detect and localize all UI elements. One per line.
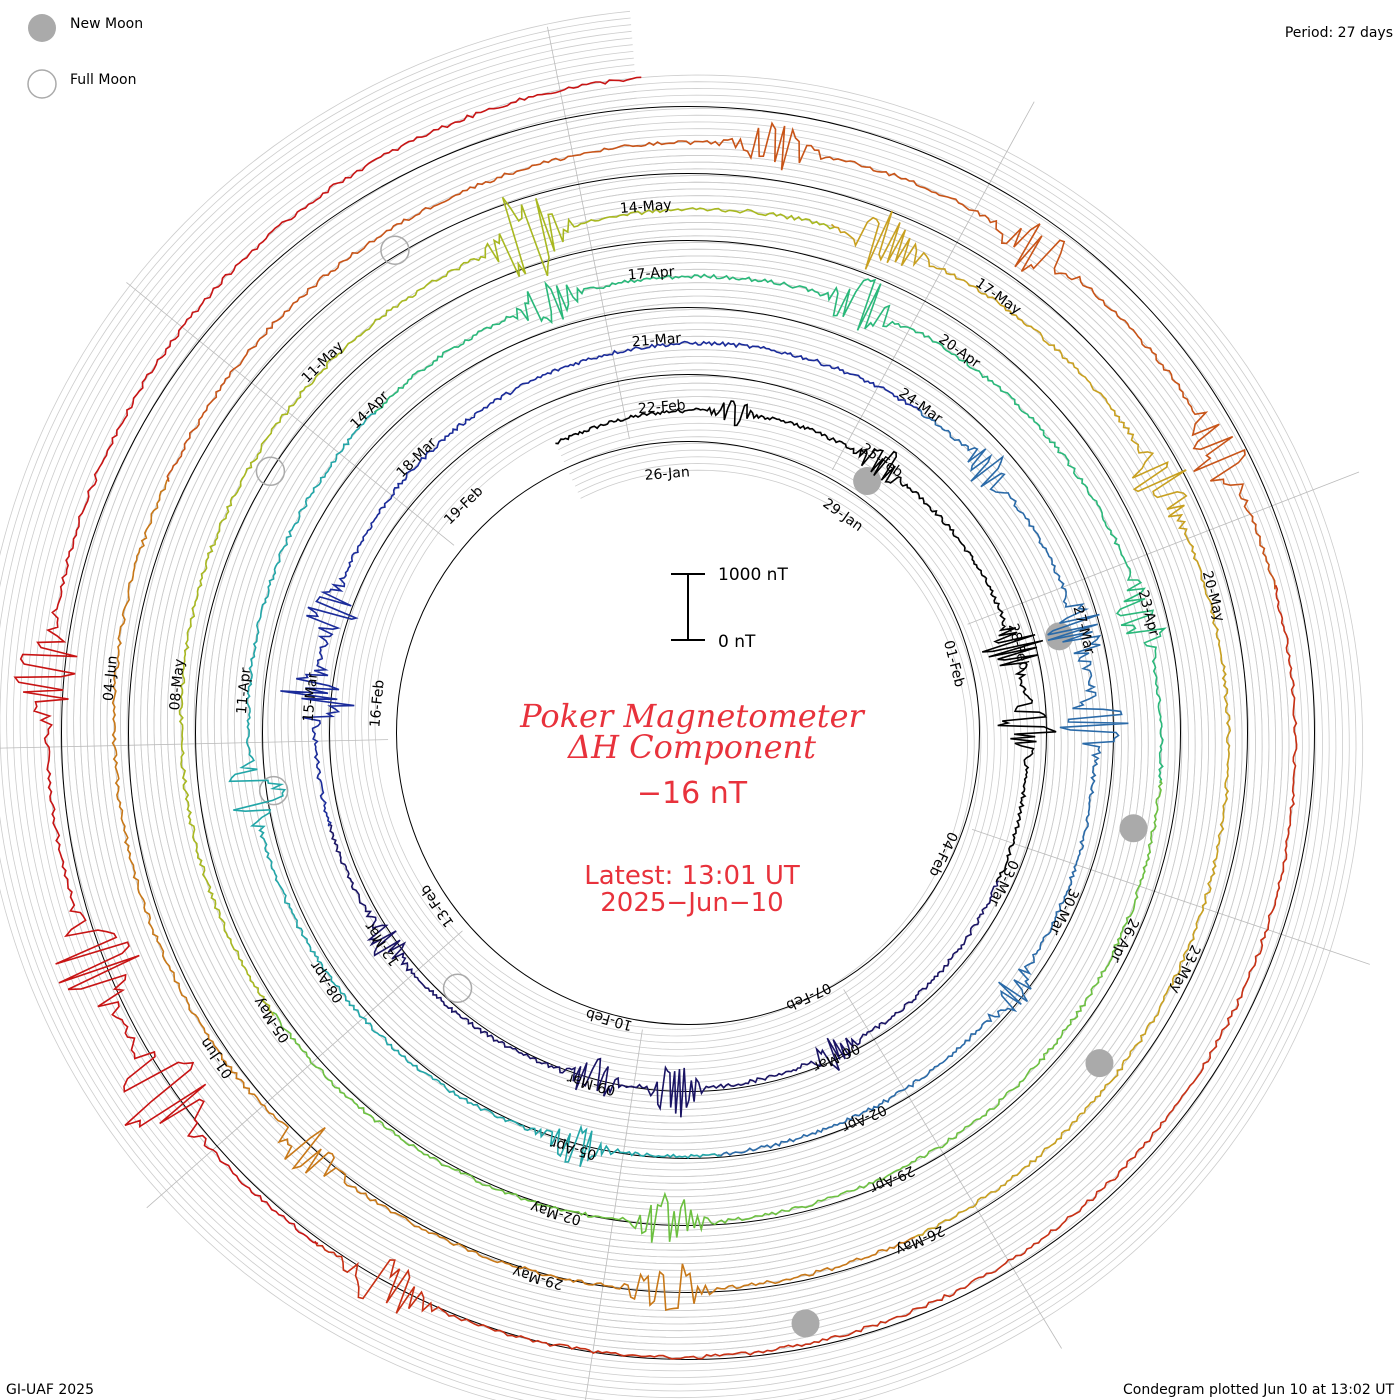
grid-spiral (12, 44, 1330, 1392)
data-series (13, 76, 1298, 1360)
date-label: 08-May (167, 658, 188, 711)
date-label: 15-Mar (301, 672, 322, 723)
day-spoke (547, 26, 630, 439)
date-label: 14-May (619, 197, 672, 217)
new-moon-marker (1085, 1049, 1114, 1078)
full-moon-marker (442, 973, 473, 1004)
date-label: 11-Apr (234, 667, 254, 715)
series-segment (272, 779, 1163, 1243)
series-segment (166, 121, 1276, 590)
grid-spiral (0, 17, 1357, 1400)
footer-credit: GI-UAF 2025 (6, 1382, 94, 1398)
grid-spiral (32, 64, 1310, 1372)
date-label: 16-Feb (367, 679, 387, 728)
day-spoke (843, 989, 1062, 1349)
grid-spiral (26, 57, 1317, 1379)
grid-spiral (0, 30, 1344, 1400)
grid-spiral (6, 37, 1337, 1399)
day-spoke (146, 930, 463, 1209)
date-label: 26-Jan (644, 464, 690, 484)
date-label: 22-Feb (637, 397, 686, 417)
series-segment (13, 76, 642, 1245)
latest-date: 2025−Jun−10 (600, 888, 783, 918)
chart-title: Poker Magnetometer (519, 697, 865, 735)
new-moon-marker (1119, 814, 1148, 843)
day-spokes (0, 26, 1370, 1400)
date-label: 29-May (511, 1263, 565, 1292)
period-reference-circle (61, 106, 1315, 1360)
date-label: 04-Feb (925, 829, 960, 879)
current-value: −16 nT (637, 776, 748, 811)
day-spoke (585, 1029, 643, 1400)
period-reference-circle (396, 441, 980, 1025)
new-moon-legend-label: New Moon (70, 16, 143, 32)
date-label: 20-May (1199, 569, 1228, 623)
date-label: 17-Apr (627, 264, 675, 284)
series-segment (555, 400, 1057, 883)
date-label: 07-Feb (783, 979, 833, 1013)
series-segment (830, 210, 1232, 1240)
series-segment (373, 273, 1167, 784)
grid-spiral (19, 51, 1323, 1385)
day-spoke (126, 282, 455, 546)
day-spoke (831, 101, 1035, 471)
full-moon-marker (380, 235, 410, 265)
series-segment (228, 410, 721, 1167)
date-label: 02-May (529, 1198, 583, 1227)
date-label: 01-Feb (940, 639, 968, 689)
series-segment (280, 340, 922, 827)
new-moon-marker (791, 1309, 820, 1338)
full-moon-legend-icon (27, 69, 57, 99)
series-segment (314, 584, 1298, 1360)
day-spoke (967, 471, 1360, 625)
full-moon-marker (255, 456, 286, 487)
period-reference-circle (128, 173, 1248, 1293)
new-moon-legend-icon (28, 14, 56, 42)
chart-subtitle: ΔH Component (566, 728, 816, 766)
date-label: 21-Mar (631, 331, 682, 351)
latest-time: Latest: 13:01 UT (584, 861, 800, 891)
series-segment (717, 408, 1129, 1157)
grid-spiral (0, 24, 1350, 1400)
series-segment (111, 477, 915, 1312)
date-label: 17-May (972, 275, 1024, 318)
day-spoke (971, 829, 1370, 965)
date-label: 10-Feb (584, 1005, 634, 1033)
date-label: 27-Mar (1070, 604, 1098, 656)
date-label: 13-Feb (417, 881, 457, 929)
scale-bottom-label: 0 nT (718, 632, 756, 652)
scale-top-label: 1000 nT (718, 565, 788, 585)
date-label: 29-Jan (820, 496, 866, 535)
series-segment (327, 822, 1000, 1118)
series-segment (178, 196, 835, 1017)
period-label: Period: 27 days (1285, 25, 1393, 41)
date-label: 04-Jun (101, 655, 121, 702)
footer-plot-time: Condegram plotted Jun 10 at 13:02 UT (1123, 1382, 1394, 1398)
full-moon-legend-label: Full Moon (70, 72, 136, 88)
full-moon-marker (258, 775, 289, 806)
date-label: 05-May (251, 994, 294, 1046)
